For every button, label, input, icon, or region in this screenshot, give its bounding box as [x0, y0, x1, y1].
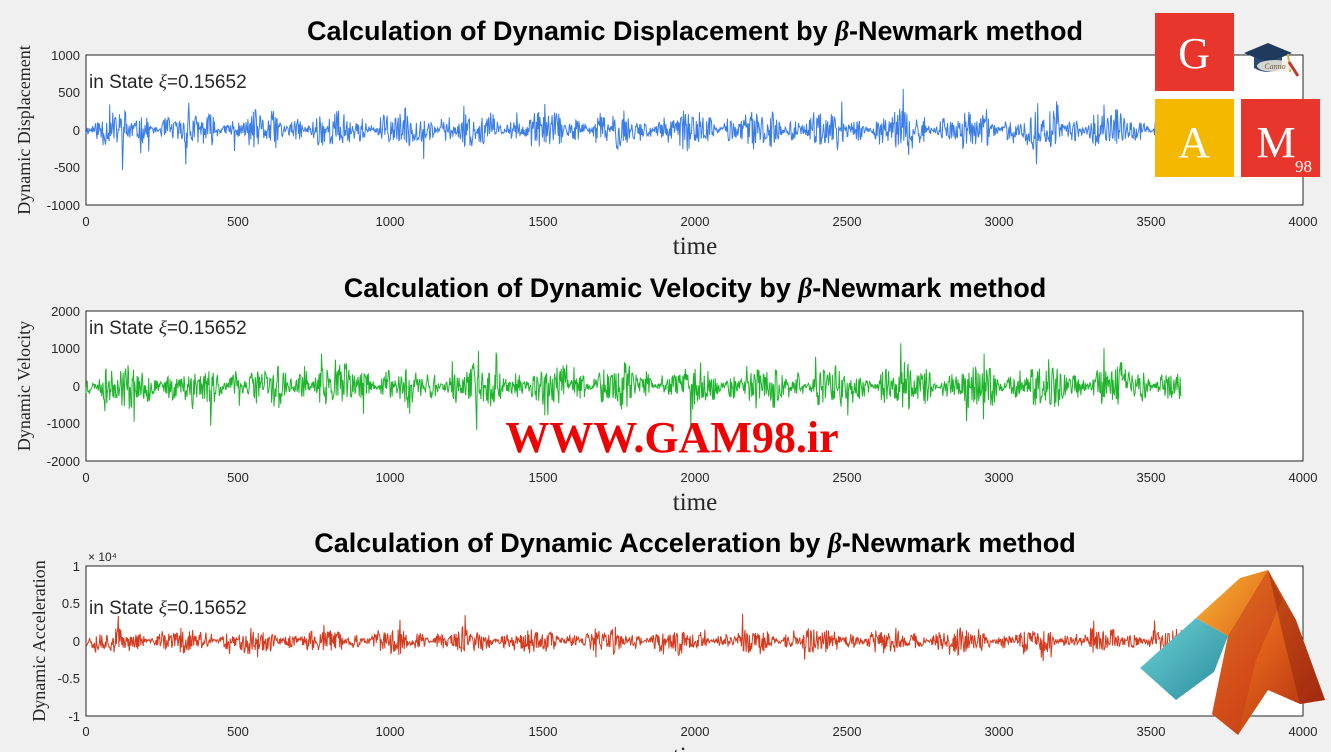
xtick-label: 2500: [833, 724, 862, 739]
xticks-velocity: 0 500 1000 1500 2000 2500 3000 3500 4000: [82, 470, 1317, 485]
xtick-label: 3500: [1137, 724, 1166, 739]
ytick-label: 1000: [51, 48, 80, 63]
yticks-displacement: 1000 500 0 -500 -1000: [47, 48, 80, 213]
yticks-acceleration: 1 0.5 0 -0.5 -1: [58, 559, 80, 724]
annotation-displacement: in State ξ=0.15652: [89, 72, 247, 93]
xtick-label: 4000: [1289, 470, 1318, 485]
ytick-label: -0.5: [58, 671, 80, 686]
x-axis-label-displacement: time: [673, 233, 717, 260]
ytick-label: 0: [73, 379, 80, 394]
xtick-label: 3500: [1137, 470, 1166, 485]
y-axis-label-displacement: Dynamic Displacement: [14, 45, 34, 214]
logo-letter-m: M: [1256, 118, 1295, 167]
xtick-label: 1000: [376, 724, 405, 739]
xtick-label: 2000: [681, 724, 710, 739]
logo-tile-m: [1241, 99, 1320, 177]
logo-tile-g: [1155, 13, 1234, 91]
ytick-label: 500: [58, 85, 80, 100]
logo-tile-a: [1155, 99, 1234, 177]
ytick-label: 1: [73, 559, 80, 574]
yticks-velocity: 2000 1000 0 -1000 -2000: [47, 304, 80, 469]
xtick-label: 500: [227, 724, 249, 739]
xtick-label: 2500: [833, 470, 862, 485]
title-displacement: Calculation of Dynamic Displacement by β…: [307, 16, 1083, 46]
panel-velocity: Calculation of Dynamic Velocity by β-New…: [14, 273, 1317, 516]
exponent-label: × 10⁴: [88, 550, 117, 564]
xtick-label: 0: [82, 214, 89, 229]
y-axis-label-acceleration: Dynamic Acceleration: [29, 560, 49, 721]
xtick-label: 1000: [376, 214, 405, 229]
xtick-label: 1500: [529, 724, 558, 739]
xtick-label: 2000: [681, 470, 710, 485]
ytick-label: -1000: [47, 416, 80, 431]
ytick-label: 2000: [51, 304, 80, 319]
xtick-label: 0: [82, 470, 89, 485]
ytick-label: -2000: [47, 454, 80, 469]
xtick-label: 2000: [681, 214, 710, 229]
ytick-label: -1000: [47, 198, 80, 213]
xtick-label: 500: [227, 214, 249, 229]
graduation-cap-icon: Canno: [1244, 43, 1300, 77]
series-line-acceleration: [85, 613, 1182, 662]
annotation-acceleration: in State ξ=0.15652: [89, 598, 247, 619]
xtick-label: 0: [82, 724, 89, 739]
ytick-label: -500: [54, 160, 80, 175]
xtick-label: 3000: [985, 470, 1014, 485]
series-line-displacement: [85, 88, 1182, 171]
ytick-label: 0: [73, 123, 80, 138]
panel-acceleration: Calculation of Dynamic Acceleration by β…: [29, 528, 1317, 752]
xtick-label: 4000: [1289, 214, 1318, 229]
series-line-velocity: [85, 343, 1182, 431]
xtick-label: 1000: [376, 470, 405, 485]
xtick-label: 1500: [529, 214, 558, 229]
panel-displacement: Calculation of Dynamic Displacement by β…: [14, 16, 1317, 260]
matlab-membrane-icon: [1140, 570, 1325, 735]
annotation-velocity: in State ξ=0.15652: [89, 318, 247, 339]
logo-letter-g: G: [1178, 29, 1210, 78]
xtick-label: 1500: [529, 470, 558, 485]
ytick-label: 0.5: [62, 596, 80, 611]
logo-subscript: 98: [1295, 157, 1312, 176]
title-acceleration: Calculation of Dynamic Acceleration by β…: [314, 528, 1076, 558]
xtick-label: 3500: [1137, 214, 1166, 229]
title-velocity: Calculation of Dynamic Velocity by β-New…: [344, 273, 1047, 303]
xtick-label: 3000: [985, 214, 1014, 229]
xtick-label: 500: [227, 470, 249, 485]
ytick-label: 0: [73, 634, 80, 649]
logo-letter-a: A: [1178, 118, 1210, 167]
xtick-label: 4000: [1289, 724, 1318, 739]
x-axis-label-velocity: time: [673, 489, 717, 516]
gam98-logo: G Canno A M 98: [1155, 13, 1320, 177]
svg-text:Canno: Canno: [1264, 62, 1285, 71]
x-axis-label-acceleration: time: [673, 743, 717, 752]
xtick-label: 3000: [985, 724, 1014, 739]
xticks-acceleration: 0 500 1000 1500 2000 2500 3000 3500 4000: [82, 724, 1317, 739]
ytick-label: -1: [68, 709, 80, 724]
xticks-displacement: 0 500 1000 1500 2000 2500 3000 3500 4000: [82, 214, 1317, 229]
xtick-label: 2500: [833, 214, 862, 229]
y-axis-label-velocity: Dynamic Velocity: [14, 321, 34, 451]
watermark-url: WWW.GAM98.ir: [505, 413, 838, 462]
ytick-label: 1000: [51, 341, 80, 356]
